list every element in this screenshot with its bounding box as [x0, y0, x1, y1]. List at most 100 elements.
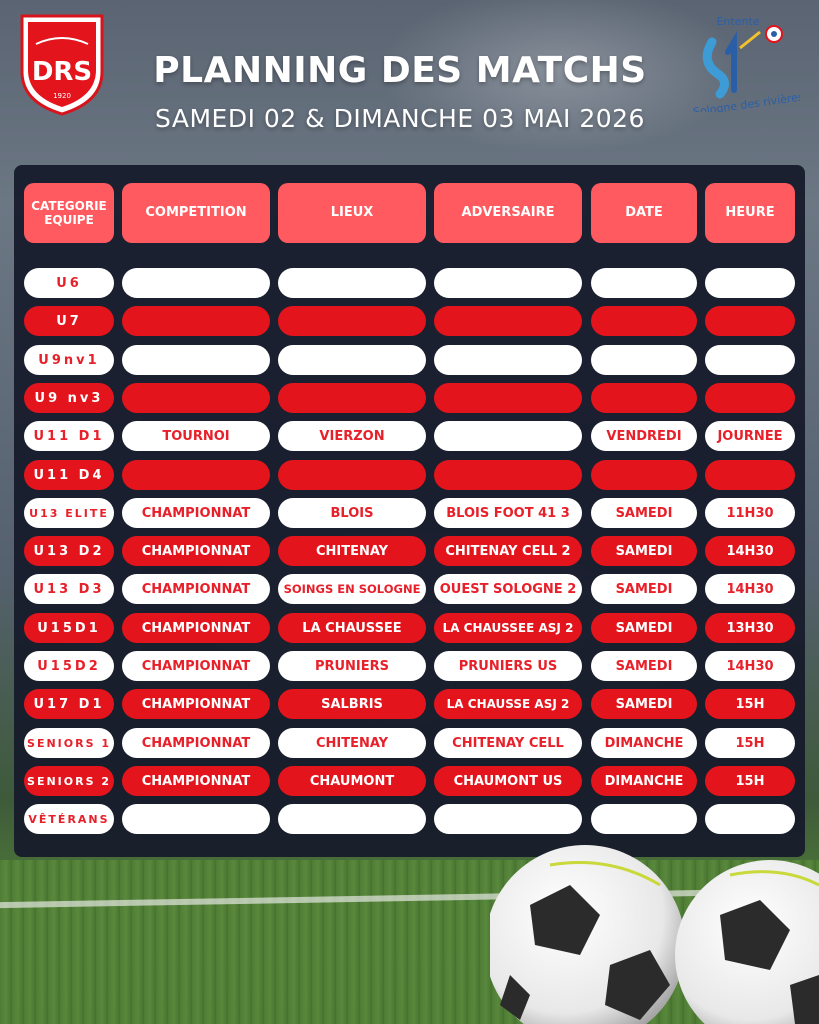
category-cell: U15D1 — [24, 613, 114, 643]
lieux-cell: SALBRIS — [278, 689, 426, 719]
heure-cell: JOURNEE — [705, 421, 795, 451]
date-cell: VENDREDI — [591, 421, 697, 451]
football-ball — [490, 845, 819, 1024]
competition-cell — [122, 268, 270, 298]
competition-cell: TOURNOI — [122, 421, 270, 451]
lieux-cell — [278, 345, 426, 375]
date-cell: SAMEDI — [591, 498, 697, 528]
adversaire-cell — [434, 460, 582, 490]
category-cell: U15D2 — [24, 651, 114, 681]
date-cell — [591, 345, 697, 375]
category-cell: U11 D1 — [24, 421, 114, 451]
table-row: U11 D4 — [0, 460, 819, 490]
lieux-cell: CHAUMONT — [278, 766, 426, 796]
lieux-cell — [278, 383, 426, 413]
table-row: U13 D2 CHAMPIONNAT CHITENAY CHITENAY CELL 2… — [0, 536, 819, 566]
lieux-cell: LA CHAUSSEE — [278, 613, 426, 643]
competition-cell: CHAMPIONNAT — [122, 766, 270, 796]
adversaire-cell — [434, 268, 582, 298]
header-date: DATE — [591, 183, 697, 243]
lieux-cell: CHITENAY — [278, 728, 426, 758]
date-cell: SAMEDI — [591, 613, 697, 643]
heure-cell: 15H — [705, 728, 795, 758]
date-cell: SAMEDI — [591, 574, 697, 604]
adversaire-cell: CHITENAY CELL 2 — [434, 536, 582, 566]
competition-cell: CHAMPIONNAT — [122, 536, 270, 566]
adversaire-cell: PRUNIERS US — [434, 651, 582, 681]
table-row: U9nv1 — [0, 345, 819, 375]
heure-cell — [705, 345, 795, 375]
date-cell: DIMANCHE — [591, 766, 697, 796]
date-cell — [591, 804, 697, 834]
table-row: SENIORS 1 CHAMPIONNAT CHITENAY CHITENAY CEL… — [0, 728, 819, 758]
svg-text:DRS: DRS — [32, 57, 92, 87]
date-cell: SAMEDI — [591, 651, 697, 681]
heure-cell — [705, 306, 795, 336]
category-cell: U6 — [24, 268, 114, 298]
competition-cell: CHAMPIONNAT — [122, 728, 270, 758]
heure-cell: 14H30 — [705, 536, 795, 566]
adversaire-cell: LA CHAUSSEE ASJ 2 — [434, 613, 582, 643]
lieux-cell: VIERZON — [278, 421, 426, 451]
heure-cell: 15H — [705, 689, 795, 719]
category-cell: U17 D1 — [24, 689, 114, 719]
date-cell: SAMEDI — [591, 536, 697, 566]
svg-text:1920: 1920 — [53, 92, 71, 100]
category-cell: U11 D4 — [24, 460, 114, 490]
competition-cell: CHAMPIONNAT — [122, 689, 270, 719]
date-cell — [591, 460, 697, 490]
heure-cell — [705, 383, 795, 413]
heure-cell — [705, 460, 795, 490]
competition-cell: CHAMPIONNAT — [122, 498, 270, 528]
adversaire-cell — [434, 345, 582, 375]
page-subtitle: SAMEDI 02 & DIMANCHE 03 MAI 2026 — [155, 104, 645, 133]
heure-cell — [705, 268, 795, 298]
category-cell: U9 nv3 — [24, 383, 114, 413]
table-row: U15D1 CHAMPIONNAT LA CHAUSSEE LA CHAUSSEE A… — [0, 613, 819, 643]
category-cell: U9nv1 — [24, 345, 114, 375]
date-cell: DIMANCHE — [591, 728, 697, 758]
competition-cell: CHAMPIONNAT — [122, 613, 270, 643]
lieux-cell — [278, 306, 426, 336]
category-cell: SENIORS 2 — [24, 766, 114, 796]
table-row: U6 — [0, 268, 819, 298]
lieux-cell — [278, 804, 426, 834]
entente-sologne-logo: Entente Sologne des rivières — [692, 15, 800, 112]
date-cell — [591, 383, 697, 413]
drs-club-logo: DRS 1920 — [20, 14, 104, 116]
competition-cell — [122, 460, 270, 490]
lieux-cell — [278, 460, 426, 490]
category-cell: U7 — [24, 306, 114, 336]
adversaire-cell: OUEST SOLOGNE 2 — [434, 574, 582, 604]
competition-cell — [122, 804, 270, 834]
heure-cell: 13H30 — [705, 613, 795, 643]
header-lieux: LIEUX — [278, 183, 426, 243]
lieux-cell: SOINGS EN SOLOGNE — [278, 574, 426, 604]
header-heure: HEURE — [705, 183, 795, 243]
category-cell: U13 ELITE — [24, 498, 114, 528]
table-row: SENIORS 2 CHAMPIONNAT CHAUMONT CHAUMONT US D… — [0, 766, 819, 796]
table-row: U9 nv3 — [0, 383, 819, 413]
date-cell — [591, 306, 697, 336]
category-cell: U13 D2 — [24, 536, 114, 566]
table-row: VÊTÉRANS — [0, 804, 819, 834]
date-cell — [591, 268, 697, 298]
adversaire-cell: LA CHAUSSE ASJ 2 — [434, 689, 582, 719]
lieux-cell: PRUNIERS — [278, 651, 426, 681]
header-adversaire: ADVERSAIRE — [434, 183, 582, 243]
adversaire-cell — [434, 383, 582, 413]
adversaire-cell — [434, 306, 582, 336]
table-row: U13 ELITE CHAMPIONNAT BLOIS BLOIS FOOT 41 3… — [0, 498, 819, 528]
heure-cell: 11H30 — [705, 498, 795, 528]
header-categorie: CATEGORIE EQUIPE — [24, 183, 114, 243]
category-cell: SENIORS 1 — [24, 728, 114, 758]
adversaire-cell — [434, 804, 582, 834]
competition-cell: CHAMPIONNAT — [122, 574, 270, 604]
page-title: PLANNING DES MATCHS — [153, 50, 647, 91]
heure-cell — [705, 804, 795, 834]
competition-cell: CHAMPIONNAT — [122, 651, 270, 681]
lieux-cell — [278, 268, 426, 298]
heure-cell: 15H — [705, 766, 795, 796]
category-cell: VÊTÉRANS — [24, 804, 114, 834]
competition-cell — [122, 345, 270, 375]
